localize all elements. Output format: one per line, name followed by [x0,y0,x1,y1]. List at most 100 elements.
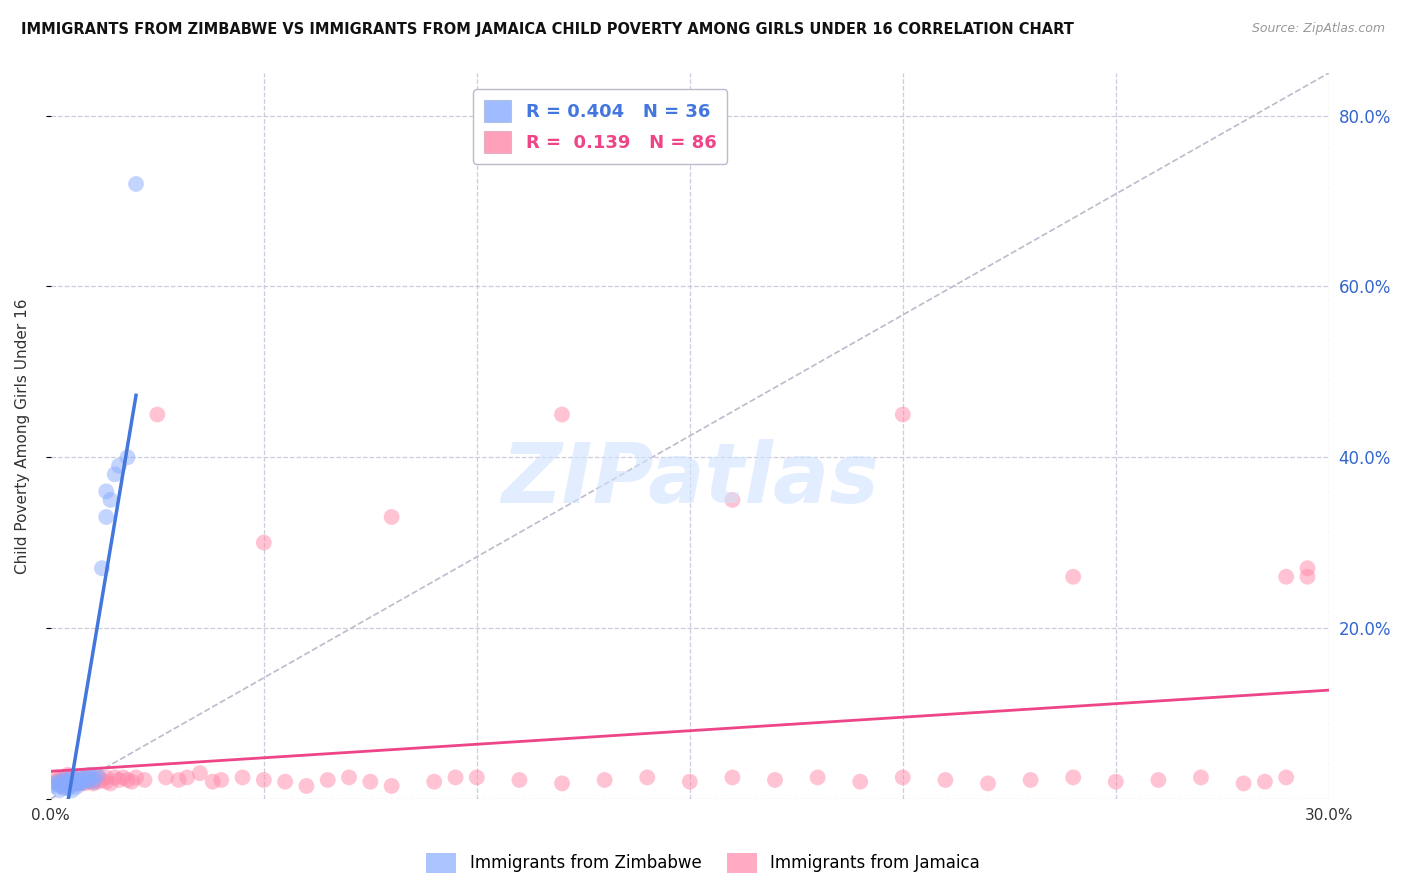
Point [86,774,108,789]
Point [69,776,91,790]
Y-axis label: Child Poverty Among Girls Under 16: Child Poverty Among Girls Under 16 [15,298,30,574]
Point [48,778,70,792]
Point [69,774,91,789]
Point [337,771,360,785]
Point [1296,561,1319,575]
Point [679,774,702,789]
Point [60,778,83,792]
Point [891,408,914,422]
Point [231,771,253,785]
Point [91,772,114,787]
Point [60,776,83,790]
Point [465,771,488,785]
Point [82,774,104,789]
Point [96,510,118,524]
Point [52,780,75,795]
Text: IMMIGRANTS FROM ZIMBABWE VS IMMIGRANTS FROM JAMAICA CHILD POVERTY AMONG GIRLS UN: IMMIGRANTS FROM ZIMBABWE VS IMMIGRANTS F… [21,22,1074,37]
Point [1275,771,1298,785]
Point [77,771,100,785]
Point [108,458,131,473]
Point [65,776,87,790]
Point [96,774,118,789]
Point [508,772,530,787]
Point [176,771,198,785]
Legend: Immigrants from Zimbabwe, Immigrants from Jamaica: Immigrants from Zimbabwe, Immigrants fro… [420,847,986,880]
Point [721,771,744,785]
Point [56,772,79,787]
Point [188,766,211,780]
Point [65,772,87,787]
Point [423,774,446,789]
Point [551,408,574,422]
Point [1296,570,1319,584]
Point [65,772,87,787]
Point [100,776,122,790]
Point [65,771,87,785]
Point [52,771,75,785]
Point [86,771,108,785]
Point [96,484,118,499]
Point [56,779,79,793]
Point [274,774,297,789]
Point [60,774,83,789]
Point [125,177,148,191]
Point [807,771,830,785]
Point [91,561,114,575]
Point [82,774,104,789]
Point [60,783,83,797]
Point [1105,774,1128,789]
Point [56,768,79,782]
Point [551,776,574,790]
Point [721,492,744,507]
Point [44,779,66,793]
Point [60,771,83,785]
Point [48,783,70,797]
Point [125,771,148,785]
Point [77,768,100,782]
Point [1232,776,1254,790]
Point [146,408,169,422]
Point [56,781,79,796]
Point [117,772,139,787]
Point [48,776,70,790]
Point [82,771,104,785]
Point [56,772,79,787]
Point [60,771,83,785]
Point [444,771,467,785]
Point [69,772,91,787]
Point [849,774,872,789]
Point [44,771,66,785]
Point [104,467,127,482]
Point [381,779,404,793]
Point [381,510,404,524]
Point [73,771,96,785]
Point [86,768,108,782]
Point [891,771,914,785]
Point [73,774,96,789]
Point [77,772,100,787]
Point [52,772,75,787]
Point [60,774,83,789]
Point [1189,771,1212,785]
Point [73,771,96,785]
Legend: R = 0.404   N = 36, R =  0.139   N = 86: R = 0.404 N = 36, R = 0.139 N = 86 [474,89,727,164]
Point [73,772,96,787]
Point [636,771,658,785]
Point [65,780,87,794]
Point [82,776,104,790]
Point [359,774,381,789]
Point [52,774,75,789]
Point [1254,774,1277,789]
Point [934,772,956,787]
Point [295,779,318,793]
Text: Source: ZipAtlas.com: Source: ZipAtlas.com [1251,22,1385,36]
Point [52,779,75,793]
Point [65,776,87,790]
Point [48,772,70,787]
Point [977,776,1000,790]
Point [48,774,70,789]
Point [167,772,190,787]
Point [1062,570,1084,584]
Point [100,492,122,507]
Point [117,450,139,465]
